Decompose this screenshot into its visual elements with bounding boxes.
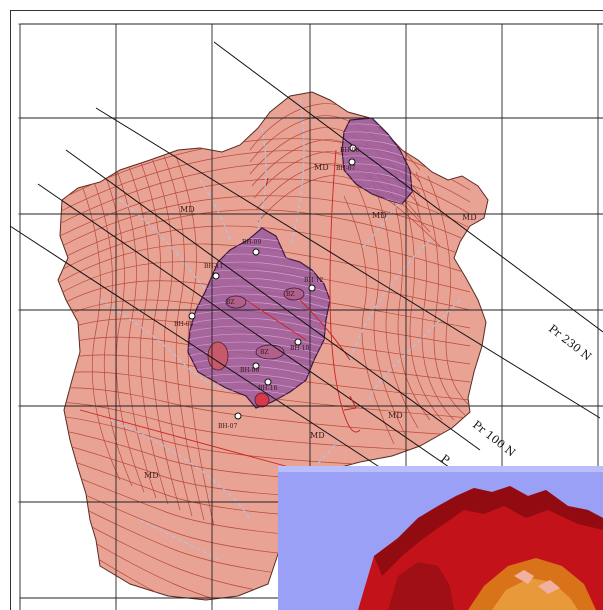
- terrain-3d-inset: [278, 466, 603, 610]
- borehole-label: BH-10: [290, 345, 309, 352]
- borehole-label: BH-09: [242, 239, 261, 246]
- profile-label-230n: Pr 230 N: [546, 322, 594, 363]
- terrain-3d-render: [278, 466, 603, 610]
- borehole-label: BH-08: [340, 147, 359, 154]
- profile-label-cut: P: [438, 452, 452, 467]
- movement-arrows: [265, 177, 357, 411]
- unit-label-md: MD: [310, 431, 325, 440]
- borehole-label: BH-16: [258, 385, 277, 392]
- borehole-label: BH-05: [174, 321, 193, 328]
- unit-label-md: MD: [462, 213, 477, 222]
- borehole-label: BH-07: [336, 165, 355, 172]
- borehole-label: BH-07: [218, 423, 237, 430]
- unit-labels: MD MD MD MD MD MD MD BZ BZ BZ: [144, 163, 477, 480]
- unit-label-bz: BZ: [286, 291, 295, 298]
- section-lines: [9, 41, 603, 501]
- landslide-northeast: [341, 117, 413, 205]
- borehole-label: BH-11: [204, 263, 223, 270]
- unit-label-md: MD: [314, 163, 329, 172]
- unit-label-bz: BZ: [260, 349, 269, 356]
- unit-label-md: MD: [180, 205, 195, 214]
- borehole-labels: BH-08 BH-07 BH-09 BH-11 BH-05 BH-12 BH-1…: [174, 147, 359, 430]
- borehole-label: BH-12: [304, 277, 323, 284]
- borehole-markers: [188, 144, 357, 420]
- unit-label-md: MD: [388, 411, 403, 420]
- profile-label-100n: Pr 100 N: [470, 418, 518, 459]
- fault-lines: [79, 149, 361, 471]
- unit-label-md: MD: [372, 211, 387, 220]
- unit-label-md: MD: [144, 471, 159, 480]
- borehole-label: BH-06: [240, 367, 259, 374]
- unit-label-bz: BZ: [226, 299, 235, 306]
- coordinate-grid: [19, 23, 603, 610]
- map-frame: [10, 10, 603, 610]
